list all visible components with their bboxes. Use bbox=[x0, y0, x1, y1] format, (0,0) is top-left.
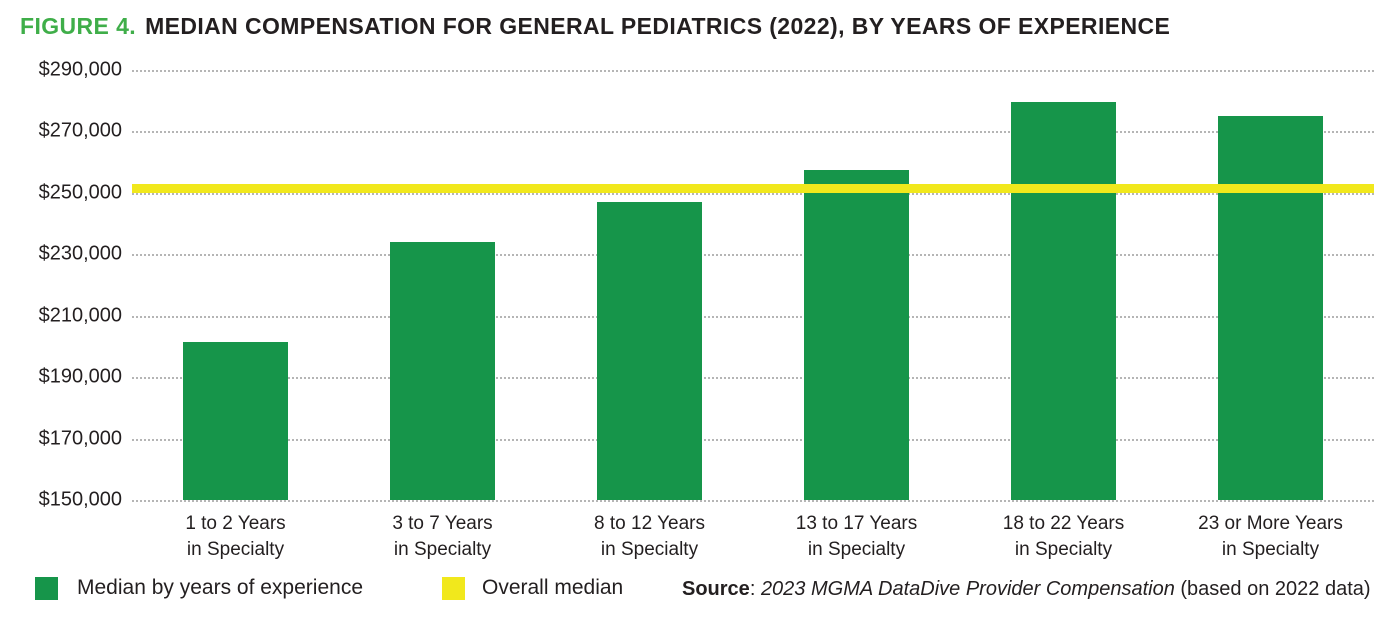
bar-2-median-compensation bbox=[390, 242, 495, 500]
figure-number-label: FIGURE 4. bbox=[20, 13, 137, 39]
source-separator: : bbox=[749, 578, 761, 600]
y-tick-label: $210,000 bbox=[38, 304, 122, 327]
gridline bbox=[132, 377, 1374, 379]
source-citation: 2023 MGMA DataDive Provider Compensation bbox=[760, 578, 1175, 600]
y-tick-label: $230,000 bbox=[38, 242, 122, 265]
figure-title: FIGURE 4. MEDIAN COMPENSATION FOR GENERAL… bbox=[20, 13, 1170, 40]
x-axis: 1 to 2 Years in Specialty 3 to 7 Years in S… bbox=[132, 511, 1374, 567]
x-axis-label: 8 to 12 Years in Specialty bbox=[546, 511, 753, 563]
x-axis-label-line1: 3 to 7 Years bbox=[392, 513, 493, 534]
x-axis-label-line2: in Specialty bbox=[807, 539, 906, 560]
source-label: Source bbox=[682, 578, 750, 600]
x-axis-label-line1: 13 to 17 Years bbox=[795, 513, 918, 534]
y-tick-label: $270,000 bbox=[38, 119, 122, 142]
x-axis-label: 3 to 7 Years in Specialty bbox=[339, 511, 546, 563]
y-tick-label: $150,000 bbox=[38, 488, 122, 511]
bar-4-median-compensation bbox=[804, 170, 909, 500]
legend-item-median-by-years: Median by years of experience bbox=[35, 576, 363, 600]
x-axis-label-line2: in Specialty bbox=[1221, 539, 1320, 560]
gridline bbox=[132, 70, 1374, 72]
legend-label-median-by-years: Median by years of experience bbox=[77, 576, 363, 599]
y-tick-label: $290,000 bbox=[38, 58, 122, 81]
y-tick-label: $170,000 bbox=[38, 427, 122, 450]
bar-1-median-compensation bbox=[183, 342, 288, 500]
overall-median-line bbox=[132, 184, 1374, 193]
legend-and-source-row: Median by years of experience Overall me… bbox=[0, 576, 1400, 608]
x-axis-label-line1: 8 to 12 Years bbox=[594, 513, 705, 534]
legend-label-overall-median: Overall median bbox=[482, 576, 624, 599]
gridline bbox=[132, 316, 1374, 318]
green-legend-swatch-icon bbox=[35, 576, 58, 600]
x-axis-label: 23 or More Years in Specialty bbox=[1167, 511, 1374, 563]
x-axis-label: 18 to 22 Years in Specialty bbox=[960, 511, 1167, 563]
bar-5-median-compensation bbox=[1011, 102, 1116, 500]
x-axis-label-line1: 23 or More Years bbox=[1198, 513, 1343, 534]
gridline bbox=[132, 254, 1374, 256]
bar-3-median-compensation bbox=[597, 202, 702, 500]
source-suffix: (based on 2022 data) bbox=[1174, 578, 1371, 600]
x-axis-label-line2: in Specialty bbox=[1014, 539, 1113, 560]
x-axis-label-line2: in Specialty bbox=[600, 539, 699, 560]
source-note: Source: 2023 MGMA DataDive Provider Comp… bbox=[682, 577, 1371, 602]
gridline bbox=[132, 500, 1374, 502]
gridline bbox=[132, 439, 1374, 441]
legend-item-overall-median: Overall median bbox=[442, 576, 623, 600]
x-axis-label-line2: in Specialty bbox=[393, 539, 492, 560]
gridline bbox=[132, 193, 1374, 195]
gridline bbox=[132, 131, 1374, 133]
x-axis-label-line2: in Specialty bbox=[186, 539, 285, 560]
x-axis-label: 13 to 17 Years in Specialty bbox=[753, 511, 960, 563]
y-tick-label: $190,000 bbox=[38, 365, 122, 388]
x-axis-label-line1: 1 to 2 Years bbox=[185, 513, 286, 534]
bar-6-median-compensation bbox=[1218, 116, 1323, 500]
yellow-legend-swatch-icon bbox=[442, 576, 465, 600]
x-axis-label-line1: 18 to 22 Years bbox=[1002, 513, 1125, 534]
y-tick-label: $250,000 bbox=[38, 181, 122, 204]
figure-title-text: MEDIAN COMPENSATION FOR GENERAL PEDIATRI… bbox=[145, 13, 1171, 39]
plot-area bbox=[132, 70, 1374, 502]
x-axis-label: 1 to 2 Years in Specialty bbox=[132, 511, 339, 563]
y-axis: $290,000 $270,000 $250,000 $230,000 $210,000… bbox=[0, 59, 122, 511]
